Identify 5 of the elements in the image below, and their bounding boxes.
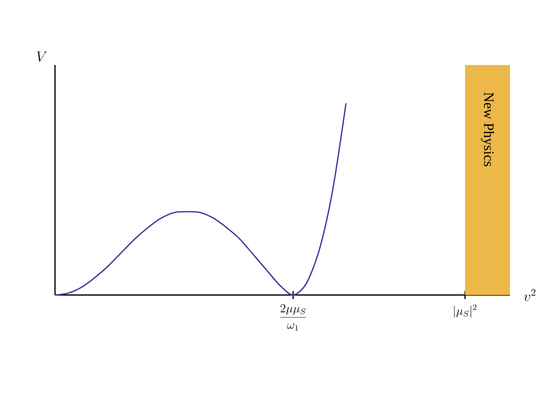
x-axis-title: $v^2$ — [524, 288, 536, 301]
x-tick-label: $|\mu_S|^2$ — [454, 304, 476, 318]
y-axis-title: $V$ — [36, 52, 47, 62]
x-tick-label: $\frac{2\mu\mu_S}{\omega_1}$ — [280, 304, 306, 330]
annotation: New Physics — [480, 92, 494, 166]
